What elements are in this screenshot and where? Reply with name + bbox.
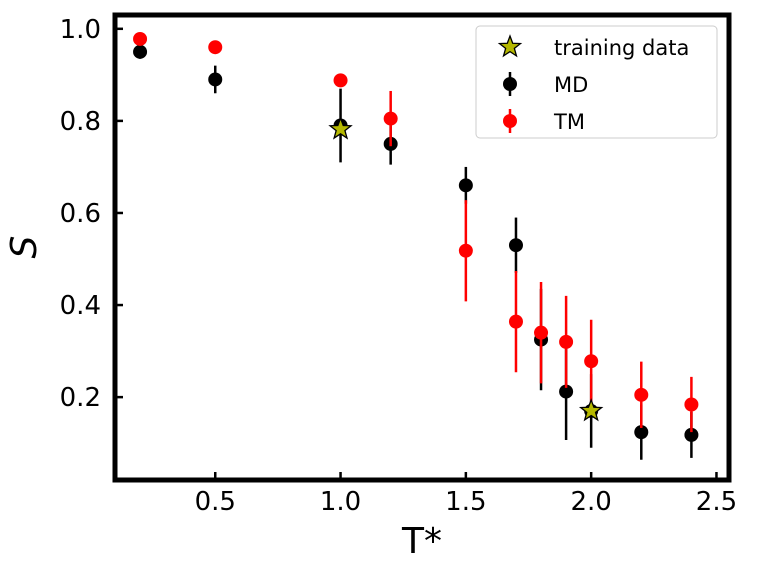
legend-marker-training-data bbox=[497, 34, 523, 58]
md-point bbox=[508, 238, 523, 253]
md-point bbox=[208, 72, 223, 87]
tm-point bbox=[333, 73, 348, 88]
y-tick-label: 0.8 bbox=[60, 107, 101, 137]
legend-label-tm: TM bbox=[553, 110, 585, 134]
x-tick-label: 1.0 bbox=[320, 487, 361, 517]
legend-label-training-data: training data bbox=[554, 36, 689, 60]
x-tick-label: 1.5 bbox=[445, 487, 486, 517]
md-point bbox=[559, 384, 574, 399]
x-axis-title: T* bbox=[401, 521, 442, 562]
tm-point bbox=[383, 111, 398, 126]
training-data-star-point bbox=[578, 398, 604, 422]
y-tick-label: 0.6 bbox=[60, 199, 101, 229]
tm-point bbox=[534, 325, 549, 340]
x-tick-label: 2.5 bbox=[696, 487, 737, 517]
y-axis-title: S bbox=[4, 236, 45, 259]
tm-point bbox=[584, 354, 599, 369]
tm-point bbox=[559, 334, 574, 349]
tm-point bbox=[458, 243, 473, 258]
y-tick-label: 1.0 bbox=[60, 15, 101, 45]
legend-marker-md bbox=[503, 77, 517, 91]
y-tick-label: 0.2 bbox=[60, 383, 101, 413]
x-tick-label: 2.0 bbox=[570, 487, 611, 517]
tm-point bbox=[684, 397, 699, 412]
plot-frame bbox=[112, 12, 732, 483]
legend-marker-tm bbox=[503, 114, 517, 128]
md-point bbox=[458, 178, 473, 193]
tm-point bbox=[508, 314, 523, 329]
md-point bbox=[634, 425, 649, 440]
tm-point bbox=[208, 40, 223, 55]
legend-box bbox=[475, 25, 718, 139]
md-point bbox=[133, 44, 148, 59]
training-data-star-point bbox=[328, 116, 353, 140]
x-tick-label: 0.5 bbox=[195, 487, 236, 517]
legend-label-md: MD bbox=[554, 73, 588, 97]
y-tick-label: 0.4 bbox=[60, 291, 101, 321]
legend: training data MD TM bbox=[475, 25, 718, 139]
tm-point bbox=[133, 31, 148, 46]
tm-point bbox=[634, 387, 649, 402]
md-point bbox=[684, 427, 699, 442]
